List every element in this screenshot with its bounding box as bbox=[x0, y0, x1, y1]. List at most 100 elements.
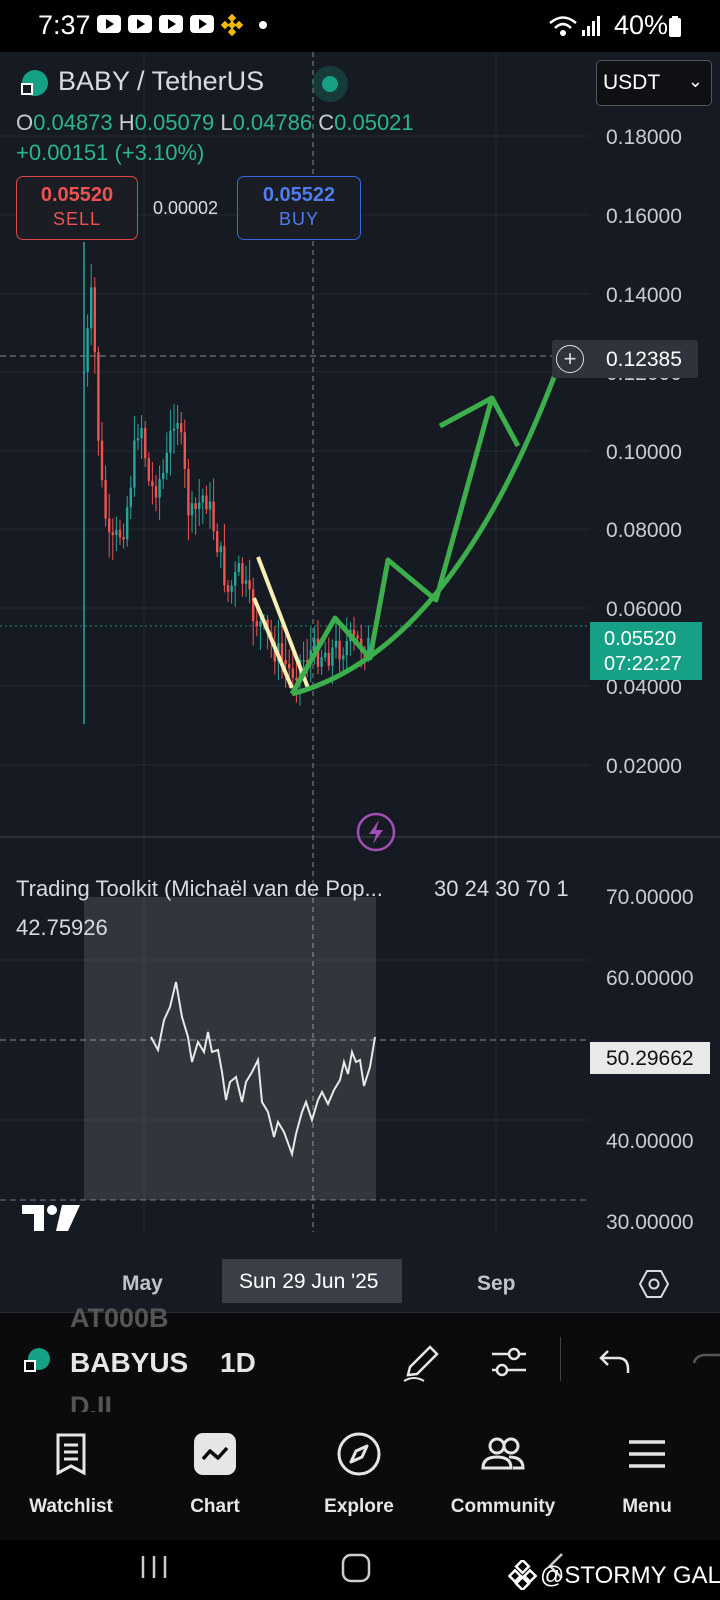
chart-toolbar: AT000B BABYUS D.II 1D bbox=[0, 1303, 720, 1421]
sell-label: SELL bbox=[52, 209, 102, 229]
youtube-notification-icon bbox=[159, 15, 183, 33]
candle-body bbox=[234, 571, 237, 586]
candle-body bbox=[345, 641, 348, 656]
candle-body bbox=[241, 563, 244, 584]
candle-body bbox=[126, 507, 129, 540]
undo-icon[interactable] bbox=[598, 1347, 632, 1377]
candle-body bbox=[244, 580, 248, 584]
candle-body bbox=[208, 501, 212, 510]
sell-button[interactable]: 0.05520 SELL bbox=[16, 176, 138, 240]
candle-body bbox=[165, 452, 168, 473]
buy-button[interactable]: 0.05522 BUY bbox=[237, 176, 361, 240]
nav-menu[interactable]: Menu bbox=[582, 1424, 712, 1518]
price-axis-label: 0.16000 bbox=[606, 205, 682, 228]
chart-area[interactable] bbox=[0, 52, 720, 1312]
time-axis-label: Sep bbox=[477, 1272, 516, 1295]
candle-body bbox=[284, 659, 287, 665]
tradingview-logo bbox=[22, 1205, 80, 1231]
system-navigation-bar: @STORMY GAL bbox=[0, 1540, 720, 1600]
lightning-icon[interactable] bbox=[356, 812, 396, 852]
menu-icon bbox=[629, 1440, 665, 1468]
redo-icon[interactable] bbox=[692, 1349, 720, 1379]
indicator-value: 42.75926 bbox=[16, 915, 108, 940]
indicator-params: 30 24 30 70 1 bbox=[434, 876, 569, 901]
candle-body bbox=[154, 486, 158, 498]
candle-body bbox=[169, 430, 172, 453]
candle-body bbox=[133, 440, 136, 488]
candle-body bbox=[201, 495, 204, 503]
home-icon[interactable] bbox=[340, 1552, 372, 1584]
price-axis-label: 0.10000 bbox=[606, 441, 682, 464]
chevron-down-icon: ⌄ bbox=[687, 71, 703, 91]
spread-value: 0.00002 bbox=[153, 198, 219, 218]
sliders-icon[interactable] bbox=[488, 1343, 530, 1381]
back-icon[interactable] bbox=[544, 1550, 568, 1582]
youtube-notification-icon bbox=[128, 15, 152, 33]
nav-explore[interactable]: Explore bbox=[294, 1424, 424, 1518]
symbol-selector[interactable]: BABYUS bbox=[70, 1347, 189, 1378]
candle-body bbox=[327, 652, 330, 666]
price-axis-label: 0.06000 bbox=[606, 598, 682, 621]
candle-body bbox=[86, 328, 89, 372]
binance-notification-icon bbox=[220, 13, 244, 37]
indicator-name[interactable]: Trading Toolkit (Michaël van de Pop... bbox=[16, 876, 383, 901]
recent-apps-icon[interactable] bbox=[138, 1552, 172, 1582]
candle-body bbox=[97, 352, 100, 441]
indicator-axis-label: 60.00000 bbox=[606, 967, 694, 990]
last-price-tag: 0.05520 07:22:27 bbox=[590, 622, 702, 680]
symbol-title[interactable]: BABY / TetherUS bbox=[58, 66, 265, 96]
candle-body bbox=[252, 589, 255, 622]
candlestick-series bbox=[82, 242, 370, 724]
candle-body bbox=[180, 423, 183, 433]
yellow-trendline[interactable] bbox=[252, 597, 294, 689]
candle-body bbox=[118, 529, 122, 538]
price-axis-label: 0.14000 bbox=[606, 284, 682, 307]
candle-body bbox=[302, 660, 305, 662]
candle-body bbox=[313, 638, 316, 651]
candle-body bbox=[306, 660, 309, 663]
clock: 7:37 bbox=[38, 10, 91, 40]
market-status-indicator[interactable] bbox=[312, 66, 348, 102]
candle-body bbox=[280, 643, 284, 660]
interval-selector[interactable]: 1D bbox=[220, 1347, 256, 1378]
candle-body bbox=[356, 635, 359, 639]
settings-hexagon-icon[interactable] bbox=[638, 1268, 670, 1300]
yellow-trendline[interactable] bbox=[256, 556, 310, 689]
candle-body bbox=[255, 621, 258, 627]
indicator-axis-label: 40.00000 bbox=[606, 1130, 694, 1153]
candle-body bbox=[320, 657, 323, 667]
green-arrow-head[interactable] bbox=[438, 395, 494, 429]
user-drawings[interactable] bbox=[252, 371, 559, 697]
candle-body bbox=[140, 427, 143, 439]
chart-canvas[interactable] bbox=[0, 52, 720, 1312]
baby-token-logo bbox=[21, 70, 48, 96]
baby-token-logo bbox=[24, 1348, 50, 1372]
indicator-axis-label: 70.00000 bbox=[606, 886, 694, 909]
green-path-drawing[interactable] bbox=[289, 395, 521, 696]
indicator-line bbox=[150, 981, 376, 1158]
green-curve-drawing[interactable] bbox=[291, 371, 559, 697]
candle-body bbox=[147, 458, 150, 481]
candle-body bbox=[295, 677, 298, 681]
currency-select[interactable]: USDT ⌄ bbox=[596, 60, 712, 106]
candle-body bbox=[136, 438, 140, 441]
candle-body bbox=[129, 487, 132, 508]
community-icon bbox=[481, 1437, 525, 1470]
indicator-highlight-box bbox=[84, 897, 376, 1200]
candle-body bbox=[158, 479, 161, 498]
candle-body bbox=[205, 495, 208, 510]
add-plus-icon[interactable]: + bbox=[556, 345, 584, 373]
nav-community[interactable]: Community bbox=[438, 1424, 568, 1518]
candle-body bbox=[190, 503, 194, 516]
crosshair-price-tag[interactable]: + 0.12385 bbox=[552, 340, 698, 378]
candle-body bbox=[367, 637, 370, 658]
nav-label: Explore bbox=[324, 1496, 394, 1517]
candle-body bbox=[223, 546, 226, 586]
nav-chart[interactable]: Chart bbox=[150, 1424, 280, 1518]
candle-body bbox=[194, 503, 197, 510]
youtube-notification-icon bbox=[190, 15, 214, 33]
watermark-text: @STORMY GAL bbox=[540, 1562, 720, 1589]
nav-watchlist[interactable]: Watchlist bbox=[6, 1424, 136, 1518]
pencil-icon[interactable] bbox=[400, 1341, 442, 1383]
candle-body bbox=[212, 501, 215, 532]
